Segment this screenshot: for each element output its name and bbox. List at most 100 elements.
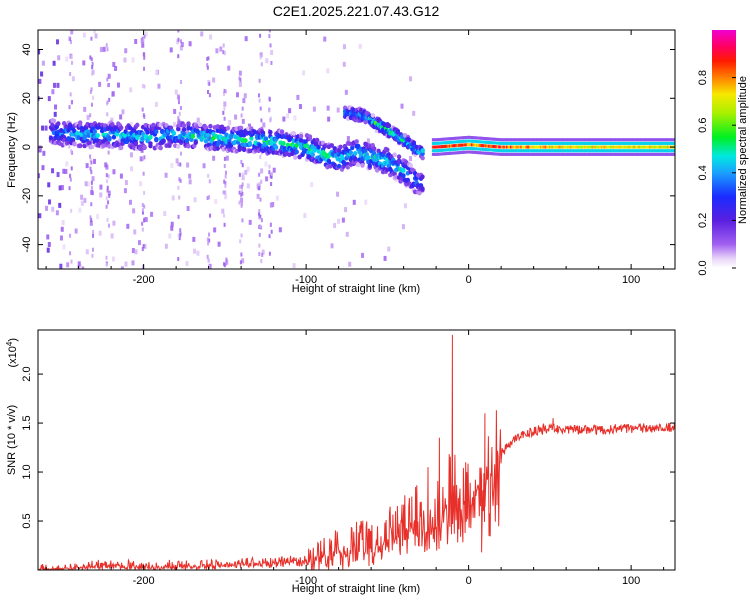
heatmap-cell bbox=[288, 108, 292, 114]
heatmap-cell bbox=[91, 62, 94, 67]
heatmap-cell bbox=[70, 100, 73, 105]
heatmap-cell bbox=[609, 145, 613, 149]
heatmap-cell bbox=[482, 140, 485, 144]
heatmap-cell bbox=[141, 42, 145, 48]
heatmap-cell bbox=[660, 152, 663, 156]
heatmap-cell bbox=[260, 225, 263, 230]
heatmap-cell bbox=[494, 145, 497, 149]
heatmap-cell bbox=[164, 243, 168, 249]
heatmap-cell bbox=[106, 185, 109, 190]
x-tick-label: 100 bbox=[622, 575, 640, 587]
heatmap-cell bbox=[530, 149, 533, 153]
heatmap-cell bbox=[366, 138, 370, 144]
heatmap-cell bbox=[339, 153, 345, 159]
heatmap-cell bbox=[141, 247, 144, 252]
heatmap-cell bbox=[142, 156, 145, 161]
heatmap-cell bbox=[612, 152, 615, 156]
heatmap-cell bbox=[111, 256, 115, 262]
heatmap-cell bbox=[62, 168, 66, 174]
heatmap-cell bbox=[84, 181, 88, 187]
heatmap-cell bbox=[401, 173, 406, 179]
heatmap-cell bbox=[350, 145, 355, 151]
heatmap-cell bbox=[188, 41, 192, 47]
y-tick-label: 1.0 bbox=[21, 464, 33, 479]
heatmap-cell bbox=[598, 138, 601, 142]
heatmap-cell bbox=[496, 141, 500, 145]
heatmap-cell bbox=[560, 138, 563, 142]
heatmap-cell bbox=[637, 149, 640, 153]
heatmap-cell bbox=[586, 145, 589, 149]
heatmap-cell bbox=[235, 92, 239, 98]
heatmap-cell bbox=[440, 145, 444, 149]
heatmap-cell bbox=[530, 141, 533, 145]
heatmap-cell bbox=[516, 145, 519, 149]
heatmap-cell bbox=[447, 144, 450, 148]
heatmap-cell bbox=[544, 138, 548, 142]
heatmap-cell bbox=[552, 149, 555, 153]
heatmap-cell bbox=[511, 138, 514, 142]
heatmap-cell bbox=[38, 78, 42, 84]
heatmap-cell bbox=[583, 141, 587, 145]
heatmap-cell bbox=[466, 150, 470, 154]
heatmap-cell bbox=[485, 148, 488, 152]
heatmap-cell bbox=[69, 71, 72, 76]
heatmap-cell bbox=[616, 141, 619, 145]
heatmap-cell bbox=[143, 52, 146, 57]
heatmap-cell bbox=[224, 183, 227, 188]
heatmap-cell bbox=[615, 138, 618, 142]
heatmap-cell bbox=[244, 169, 248, 175]
heatmap-cell bbox=[459, 136, 462, 140]
heatmap-cell bbox=[633, 138, 636, 142]
heatmap-cell bbox=[632, 152, 635, 156]
heatmap-cell bbox=[352, 199, 356, 205]
heatmap-cell bbox=[495, 141, 498, 145]
heatmap-cell bbox=[241, 106, 244, 111]
heatmap-cell bbox=[176, 144, 181, 149]
heatmap-cell bbox=[574, 149, 578, 153]
heatmap-cell bbox=[581, 152, 584, 156]
heatmap-cell bbox=[58, 202, 62, 208]
heatmap-cell bbox=[520, 152, 523, 156]
heatmap-cell bbox=[624, 138, 627, 142]
heatmap-cell bbox=[473, 139, 476, 143]
heatmap-cell bbox=[517, 141, 520, 145]
heatmap-cell bbox=[59, 263, 63, 269]
heatmap-cell bbox=[437, 149, 440, 153]
heatmap-cell bbox=[535, 149, 539, 153]
heatmap-cell bbox=[639, 145, 643, 149]
heatmap-cell bbox=[500, 145, 503, 149]
heatmap-cell bbox=[440, 141, 444, 145]
heatmap-cell bbox=[143, 217, 146, 222]
heatmap-cell bbox=[206, 63, 209, 68]
heatmap-cell bbox=[150, 211, 154, 217]
heatmap-cell bbox=[208, 232, 211, 237]
heatmap-cell bbox=[543, 145, 546, 149]
heatmap-cell bbox=[633, 145, 636, 149]
heatmap-cell bbox=[642, 138, 645, 142]
heatmap-cell bbox=[346, 136, 350, 142]
heatmap-cell bbox=[580, 149, 583, 153]
heatmap-cell bbox=[93, 30, 97, 34]
heatmap-cell bbox=[215, 48, 219, 54]
heatmap-cell bbox=[521, 145, 524, 149]
heatmap-cell bbox=[472, 143, 475, 147]
heatmap-cell bbox=[129, 121, 133, 127]
heatmap-cell bbox=[440, 137, 444, 141]
heatmap-cell bbox=[64, 168, 68, 174]
heatmap-cell bbox=[603, 149, 606, 153]
heatmap-cell bbox=[142, 113, 145, 118]
heatmap-cell bbox=[656, 145, 659, 149]
heatmap-cell bbox=[303, 139, 308, 145]
heatmap-cell bbox=[85, 249, 89, 255]
heatmap-cell bbox=[560, 145, 563, 149]
heatmap-cell bbox=[650, 152, 653, 156]
heatmap-cell bbox=[673, 152, 675, 156]
heatmap-cell bbox=[535, 152, 539, 156]
heatmap-cell bbox=[671, 152, 674, 156]
heatmap-cell bbox=[412, 110, 416, 116]
heatmap-cell bbox=[142, 37, 145, 42]
heatmap-cell bbox=[472, 150, 475, 154]
heatmap-cell bbox=[643, 141, 646, 145]
heatmap-cell bbox=[168, 233, 172, 239]
heatmap-cell bbox=[225, 155, 229, 161]
